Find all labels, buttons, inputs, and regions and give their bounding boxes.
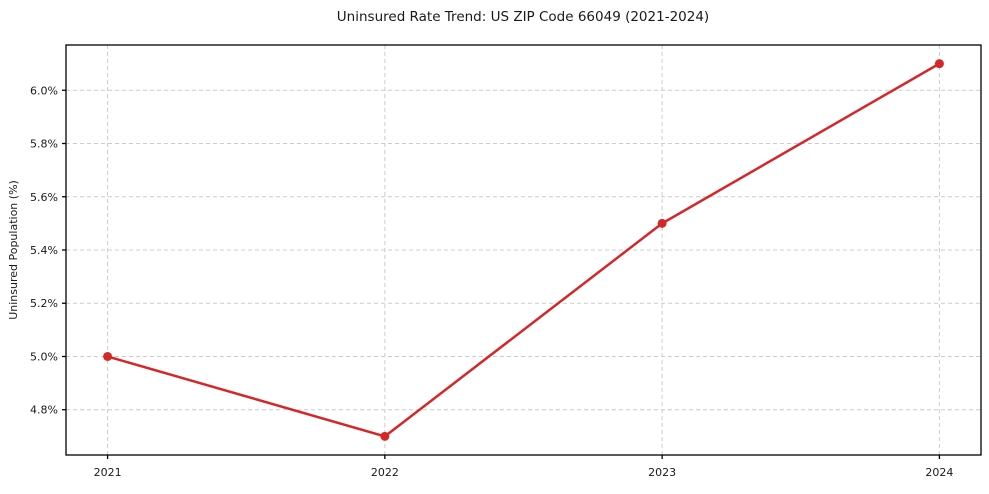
y-tick-labels: 4.8% 5.0% 5.2% 5.4% 5.6% 5.8% 6.0%	[30, 84, 58, 416]
gridlines	[66, 45, 981, 455]
y-tick-label: 5.6%	[30, 191, 58, 204]
data-point	[103, 351, 113, 361]
data-point	[657, 218, 667, 228]
x-tick-label: 2021	[94, 466, 122, 479]
y-axis-label: Uninsured Population (%)	[7, 180, 20, 320]
y-tick-label: 5.2%	[30, 297, 58, 310]
plot-border	[65, 44, 982, 456]
y-tick-label: 5.4%	[30, 244, 58, 257]
x-tick-label: 2024	[925, 466, 953, 479]
y-tick-label: 6.0%	[30, 84, 58, 97]
y-tick-label: 4.8%	[30, 404, 58, 417]
y-tick-label: 5.0%	[30, 350, 58, 363]
axis-ticks	[62, 89, 941, 459]
data-point	[934, 59, 944, 69]
data-point	[380, 431, 390, 441]
data-point-markers	[103, 59, 944, 441]
trend-line	[106, 62, 941, 438]
y-tick-label: 5.8%	[30, 138, 58, 151]
chart-title: Uninsured Rate Trend: US ZIP Code 66049 …	[337, 9, 709, 25]
x-tick-label: 2023	[648, 466, 676, 479]
x-tick-labels: 2021 2022 2023 2024	[94, 466, 954, 479]
x-tick-label: 2022	[371, 466, 399, 479]
